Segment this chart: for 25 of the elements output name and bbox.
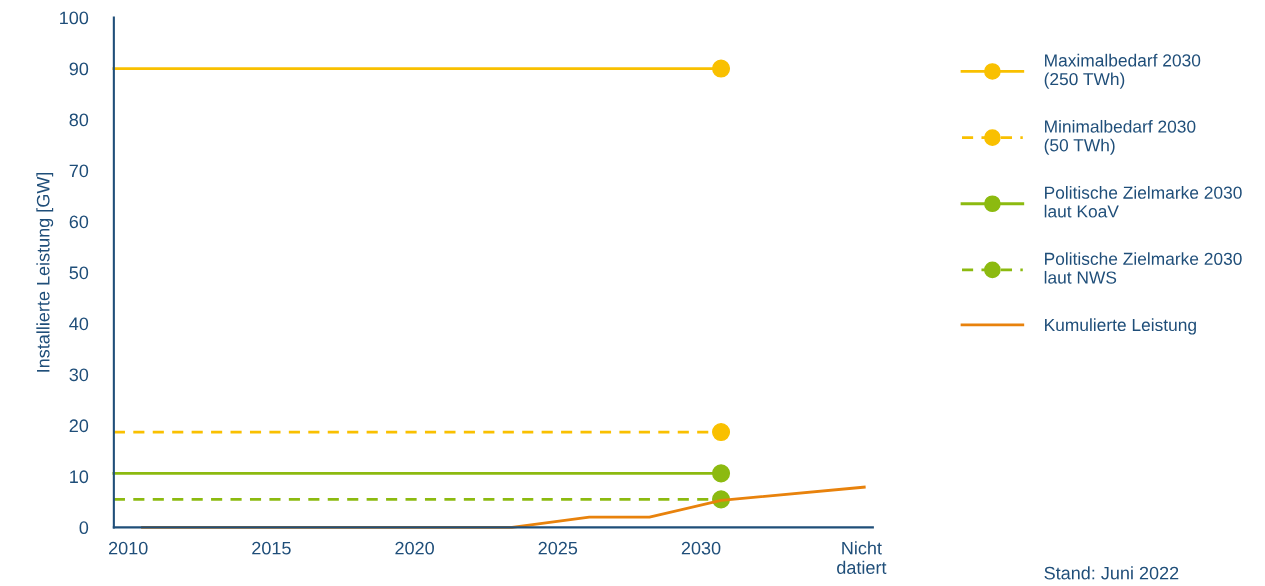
x-tick-label: 2015 (252, 541, 291, 555)
y-tick-label: 40 (69, 317, 89, 331)
legend-label: Politische Zielmarke 2030 laut KoaV (1044, 186, 1242, 218)
legend-label: Maximalbedarf 2030 (250 TWh) (1044, 53, 1201, 89)
line-series (141, 485, 866, 529)
y-tick-label: 70 (69, 164, 89, 178)
y-tick-label: 60 (69, 215, 89, 229)
x-tick-label: 2010 (109, 541, 148, 555)
y-tick-label: 30 (69, 368, 89, 382)
y-axis-title: Installierte Leistung [GW] (36, 172, 54, 372)
x-tick-label: 2030 (681, 541, 721, 555)
x-tick-label: Nicht datiert (837, 541, 887, 574)
y-tick-label: 10 (70, 470, 89, 484)
legend-label: Minimalbedarf 2030 (50 TWh) (1044, 119, 1196, 155)
y-tick-label: 80 (69, 113, 89, 127)
text: Stand: Juni 2022 (1044, 566, 1179, 580)
legend-label: Politische Zielmarke 2030 laut NWS (1044, 252, 1242, 284)
y-tick-label: 50 (69, 266, 89, 280)
y-tick-label: 0 (79, 521, 89, 535)
x-tick-label: 2020 (395, 541, 434, 555)
x-tick-label: 2025 (538, 541, 578, 555)
y-tick-label: 100 (60, 11, 89, 25)
y-tick-label: 20 (69, 419, 89, 433)
legend-label: Kumulierte Leistung (1045, 318, 1196, 335)
y-tick-label: 90 (69, 62, 89, 76)
